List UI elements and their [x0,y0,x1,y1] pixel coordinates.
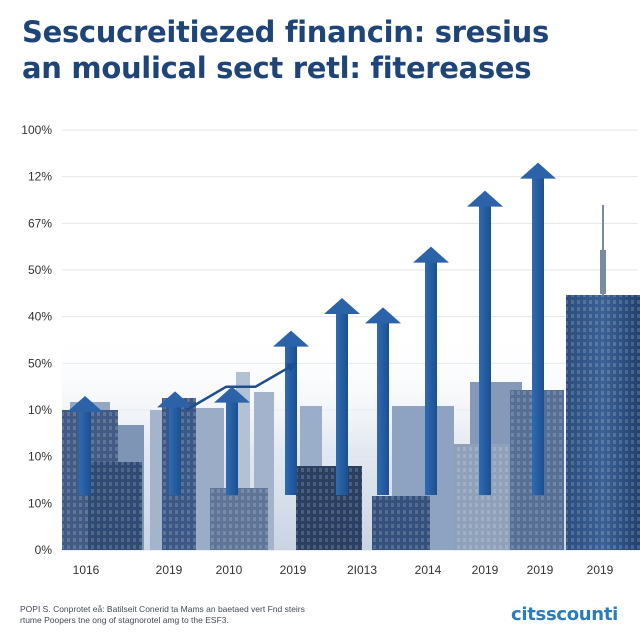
brand-logo-text: citsscounti [510,604,618,625]
x-tick-label: 2019 [527,563,554,577]
x-tick-label: 2019 [156,563,183,577]
bar-arrow [324,298,360,495]
footnote: POPI S. Conprotet eå: Batilseit Conerid … [20,604,380,626]
bar-arrow-head [324,298,360,314]
y-tick-label: 10% [28,450,52,464]
bar-arrow [365,307,401,495]
bar-arrow-head [365,307,401,324]
footnote-line-1: POPI S. Conprotet eå: Batilseit Conerid … [20,604,305,614]
bar-arrow-head [157,391,193,408]
city-skyline-illustration [62,205,640,550]
bar-arrow-head [273,330,309,347]
bar-arrow [273,330,309,495]
bar-arrow-shaft [425,261,437,495]
bar-arrow-shaft [336,313,348,495]
y-tick-label: 10% [28,403,52,417]
x-tick-label: 2010 [216,563,243,577]
y-tick-label: 50% [28,356,52,370]
bar-arrow [520,162,556,495]
chart-title-line-1: Sescucreitiezed financin: sresius [22,15,549,49]
bar-arrow-shaft [285,345,297,495]
bar-arrow [157,391,193,495]
chart-title-line-2: an moulical sect retl: fitereases [22,51,532,85]
x-tick-label: 2019 [587,563,614,577]
y-tick-label: 40% [28,310,52,324]
bar-arrow [413,246,449,495]
x-axis-ticks: 1016 2019 2010 2019 2I013 2014 2019 2019 2019 [73,563,614,577]
y-tick-label: 12% [28,170,52,184]
bar-arrow-head [413,246,449,263]
bar-arrow [467,190,503,495]
chart-title: Sescucreitiezed financin: sresius an mou… [22,14,622,86]
bar-arrow-head [467,190,503,207]
x-tick-label: 2019 [472,563,499,577]
bar-arrow-shaft [377,322,389,495]
x-tick-label: 2019 [280,563,307,577]
trend-line [185,362,297,412]
x-tick-label: 2014 [415,563,442,577]
y-tick-label: 100% [21,123,52,137]
y-tick-label: 67% [28,216,52,230]
bar-arrow-shaft [479,205,491,495]
bar-arrow-head [214,386,250,403]
bar-arrow-shaft [532,177,544,495]
y-axis-ticks: 0% 10% 10% 10% 50% 40% 50% 67% 12% 100% [21,123,52,557]
bar-arrow-shaft [169,406,181,495]
footnote-line-2: rtume Poopers tne ong of stagnorotel amg… [20,615,229,625]
bar-marks [67,162,556,495]
bar-arrow [67,396,103,495]
y-tick-label: 10% [28,496,52,510]
x-tick-label: 2I013 [347,563,377,577]
trend-line-path [185,362,297,412]
bar-arrow [214,386,250,495]
trend-line-arrowhead [285,363,297,373]
bar-arrow-head [520,162,556,179]
bar-chart: 0% 10% 10% 10% 50% 40% 50% 67% 12% 100% [21,123,640,577]
bar-arrow-head [67,396,103,412]
x-tick-label: 1016 [73,563,100,577]
y-tick-label: 50% [28,263,52,277]
bar-arrow-shaft [79,411,91,495]
bar-arrow-shaft [226,401,238,495]
y-tick-label: 0% [35,543,53,557]
